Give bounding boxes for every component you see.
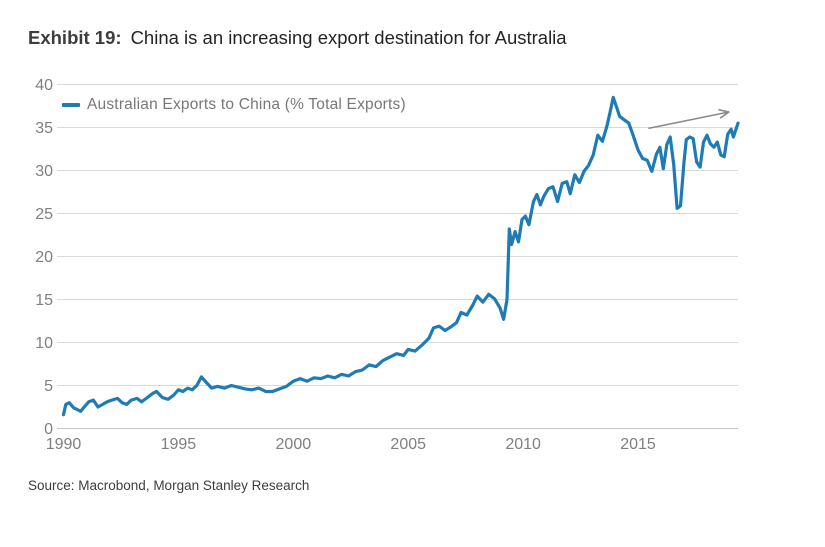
trend-arrow-head bbox=[719, 111, 730, 119]
trend-arrow-shaft bbox=[648, 111, 729, 130]
y-axis-tick-label: 20 bbox=[35, 249, 53, 266]
x-axis-tick-label: 1995 bbox=[161, 436, 197, 453]
legend-label: Australian Exports to China (% Total Exp… bbox=[87, 96, 406, 113]
exhibit-label: Exhibit 19: bbox=[28, 27, 122, 48]
x-axis-tick-label: 2010 bbox=[505, 436, 541, 453]
legend: Australian Exports to China (% Total Exp… bbox=[62, 96, 406, 114]
y-axis-tick-label: 15 bbox=[35, 292, 53, 309]
trend-arrow-head bbox=[718, 109, 730, 113]
y-axis-tick-label: 10 bbox=[35, 335, 53, 352]
gridlines bbox=[57, 84, 738, 429]
x-axis-tick-label: 2000 bbox=[276, 436, 312, 453]
y-axis-tick-label: 5 bbox=[44, 378, 53, 395]
y-axis-tick-label: 25 bbox=[35, 206, 53, 223]
y-axis-tick-label: 35 bbox=[35, 120, 53, 137]
y-axis-tick-label: 30 bbox=[35, 163, 53, 180]
x-axis-tick-label: 2015 bbox=[620, 436, 656, 453]
series-line bbox=[61, 95, 740, 417]
exhibit-title-text: China is an increasing export destinatio… bbox=[130, 27, 567, 48]
y-axis-tick-label: 40 bbox=[35, 77, 53, 94]
x-axis-tick-label: 1990 bbox=[46, 436, 82, 453]
y-axis-tick-label: 0 bbox=[44, 421, 53, 438]
legend-line-swatch-icon bbox=[62, 103, 80, 107]
trend-arrow-icon bbox=[648, 109, 730, 130]
source-note: Source: Macrobond, Morgan Stanley Resear… bbox=[28, 478, 310, 493]
x-axis-tick-label: 2005 bbox=[390, 436, 426, 453]
y-axis-labels: 0 5 10 15 20 25 30 35 40 bbox=[35, 77, 53, 438]
x-axis-labels: 1990 1995 2000 2005 2010 2015 bbox=[46, 436, 656, 453]
exhibit-title: Exhibit 19: China is an increasing export… bbox=[28, 27, 567, 49]
